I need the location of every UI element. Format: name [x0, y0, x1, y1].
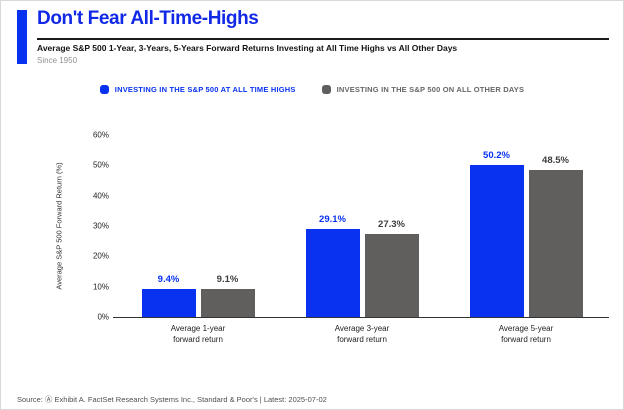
- y-tick-label: 40%: [92, 191, 109, 201]
- bar-value-label: 29.1%: [319, 213, 346, 225]
- source-note: Source: Ⓐ Exhibit A. FactSet Research Sy…: [17, 395, 327, 404]
- chart-subtitle: Average S&P 500 1-Year, 3-Years, 5-Years…: [37, 43, 458, 53]
- bar-group: 9.4% 9.1%: [141, 135, 255, 317]
- y-tick-label: 30%: [92, 221, 109, 231]
- y-tick-label: 0%: [97, 312, 109, 322]
- x-axis-category-labels: Average 1-year forward return Average 3-y…: [116, 324, 608, 346]
- y-tick-label: 20%: [92, 251, 109, 261]
- bar-group: 29.1% 27.3%: [305, 135, 419, 317]
- chart-title: Don't Fear All-Time-Highs: [37, 8, 259, 29]
- y-axis-label-text: Average S&P 500 Forward Return (%): [54, 162, 64, 290]
- title-accent-bar: [17, 10, 27, 64]
- legend-item: INVESTING IN THE S&P 500 AT ALL TIME HIG…: [99, 85, 296, 94]
- bar-series-2: 9.1%: [200, 274, 255, 317]
- title-divider: [37, 38, 609, 40]
- bar-value-label: 9.1%: [216, 274, 239, 286]
- legend-swatch-icon: [99, 85, 109, 94]
- x-category-label: Average 3-year forward return: [334, 324, 390, 344]
- bar-value-label: 48.5%: [542, 154, 569, 166]
- plot-area: 9.4% 9.1% 29.1% 27.3% 50.2% 48.5%: [116, 135, 608, 317]
- y-tick-label: 50%: [92, 160, 109, 170]
- x-axis-baseline: [113, 316, 609, 318]
- bar-value-label: 50.2%: [483, 149, 510, 161]
- y-axis-ticks: 0% 10% 20% 30% 40% 50% 60%: [73, 131, 109, 322]
- bar-series-2: 27.3%: [364, 219, 419, 317]
- bar-series-1: 29.1%: [305, 214, 360, 317]
- x-category-label: Average 5-year forward return: [498, 324, 554, 344]
- bar-value-label: 9.4%: [157, 273, 180, 285]
- y-tick-label: 60%: [92, 130, 109, 140]
- bar-series-1: 50.2%: [469, 150, 524, 317]
- period-note: Since 1950: [37, 56, 78, 65]
- legend-item: INVESTING IN THE S&P 500 ON ALL OTHER DA…: [321, 85, 525, 94]
- bar-series-2: 48.5%: [528, 155, 583, 317]
- chart-legend: INVESTING IN THE S&P 500 AT ALL TIME HIG…: [1, 85, 623, 94]
- legend-label: INVESTING IN THE S&P 500 ON ALL OTHER DA…: [336, 85, 525, 94]
- bar-series-1: 9.4%: [141, 274, 196, 317]
- legend-label: INVESTING IN THE S&P 500 AT ALL TIME HIG…: [114, 85, 296, 94]
- legend-swatch-icon: [321, 85, 331, 94]
- bar-group: 50.2% 48.5%: [469, 135, 583, 317]
- x-category-label: Average 1-year forward return: [170, 324, 226, 344]
- bar-value-label: 27.3%: [378, 219, 405, 231]
- y-tick-label: 10%: [92, 282, 109, 292]
